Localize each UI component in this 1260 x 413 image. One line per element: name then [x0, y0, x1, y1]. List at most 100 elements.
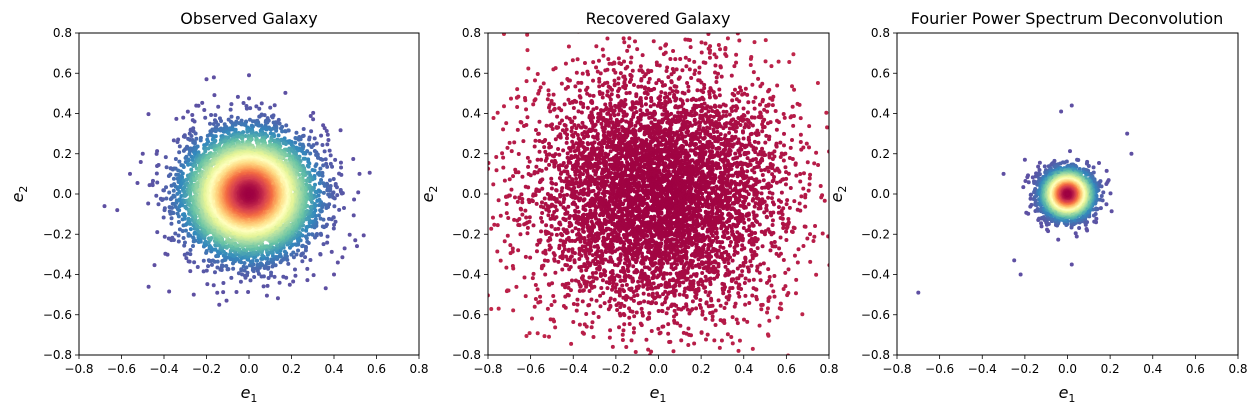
scatter-point — [333, 219, 338, 224]
scatter-point — [367, 170, 372, 175]
scatter-point — [251, 266, 256, 271]
scatter-point — [270, 264, 275, 269]
scatter-point — [165, 252, 170, 257]
scatter-point — [215, 290, 220, 295]
scatter-point — [204, 142, 209, 146]
scatter-point — [258, 261, 263, 266]
scatter-point — [292, 267, 297, 272]
scatter-point — [234, 289, 239, 294]
scatter-point — [154, 193, 159, 198]
scatter-point — [274, 255, 279, 260]
scatter-point — [128, 171, 132, 176]
scatter-point — [327, 216, 332, 221]
scatter-point — [176, 214, 181, 219]
scatter-point — [295, 236, 300, 241]
scatter-point — [318, 231, 323, 236]
scatter-point — [247, 73, 251, 78]
scatter-point — [187, 259, 192, 264]
scatter-point — [322, 149, 327, 154]
scatter-point — [146, 112, 151, 117]
scatter-point — [291, 279, 296, 284]
scatter-point — [244, 106, 249, 111]
scatter-point — [262, 113, 267, 118]
scatter-point — [306, 232, 311, 237]
scatter-point — [316, 213, 321, 218]
scatter-point — [154, 151, 159, 156]
scatter-point — [247, 96, 252, 101]
scatter-point — [342, 246, 347, 251]
scatter-point — [228, 252, 233, 257]
scatter-point — [201, 269, 206, 274]
scatter-point — [259, 101, 264, 106]
scatter-point — [203, 149, 208, 154]
scatter-point — [161, 188, 166, 193]
scatter-point — [278, 252, 283, 257]
scatter-point — [156, 163, 161, 168]
scatter-point — [305, 278, 310, 283]
scatter-point — [240, 136, 245, 141]
scatter-point — [333, 183, 338, 188]
scatter-point — [305, 239, 310, 244]
scatter-point — [189, 154, 194, 159]
scatter-point — [317, 181, 322, 186]
scatter-point — [188, 227, 193, 232]
scatter-point — [191, 292, 196, 297]
scatter-point — [235, 115, 240, 120]
scatter-point — [206, 264, 211, 269]
scatter-point — [242, 261, 247, 266]
scatter-point — [317, 203, 322, 208]
scatter-point — [291, 255, 296, 260]
scatter-point — [320, 224, 325, 229]
scatter-point — [307, 137, 312, 142]
scatter-point — [212, 93, 217, 98]
scatter-point — [321, 190, 326, 195]
scatter-point — [160, 197, 165, 202]
scatter-point — [309, 144, 314, 149]
scatter-point — [190, 244, 195, 248]
scatter-point — [190, 113, 195, 118]
scatter-point — [167, 289, 172, 294]
scatter-point — [325, 240, 330, 245]
scatter-point — [300, 134, 305, 139]
scatter-point — [289, 148, 294, 153]
scatter-point — [169, 221, 174, 226]
scatter-point — [171, 237, 176, 242]
scatter-point — [229, 114, 234, 119]
panel-observed-galaxy: Observed Galaxy −0.8 −0.6 −0.4 −0.2 0.0 0.2 0.… — [8, 9, 429, 405]
scatter-point — [219, 118, 224, 123]
scatter-point — [234, 256, 239, 261]
scatter-point — [293, 140, 298, 145]
scatter-point — [329, 249, 334, 254]
panel-title: Observed Galaxy — [180, 9, 317, 28]
scatter-point — [335, 193, 340, 198]
scatter-point — [337, 171, 342, 176]
scatter-point — [272, 103, 277, 108]
scatter-point — [311, 273, 316, 278]
scatter-point — [283, 90, 288, 95]
scatter-point — [138, 160, 143, 165]
scatter-point — [319, 177, 324, 182]
scatter-point — [204, 77, 209, 82]
scatter-point — [332, 222, 337, 227]
scatter-point — [184, 256, 189, 261]
scatter-point — [243, 133, 248, 138]
scatter-point — [240, 272, 245, 277]
scatter-point — [281, 274, 286, 279]
scatter-point — [332, 204, 337, 209]
scatter-point — [325, 188, 330, 193]
scatter-point — [272, 274, 277, 279]
scatter-point — [321, 163, 326, 168]
scatter-point — [190, 158, 195, 163]
scatter-point — [188, 269, 193, 274]
scatter-point — [323, 286, 328, 291]
scatter-point — [241, 264, 246, 269]
scatter-point — [210, 258, 215, 263]
scatter-point — [296, 248, 301, 253]
scatter-point — [312, 136, 317, 141]
scatter-point — [140, 151, 145, 156]
scatter-point — [198, 138, 203, 143]
scatter-point — [186, 158, 191, 163]
scatter-point — [171, 188, 176, 193]
scatter-point — [277, 121, 282, 126]
scatter-point — [323, 157, 328, 162]
